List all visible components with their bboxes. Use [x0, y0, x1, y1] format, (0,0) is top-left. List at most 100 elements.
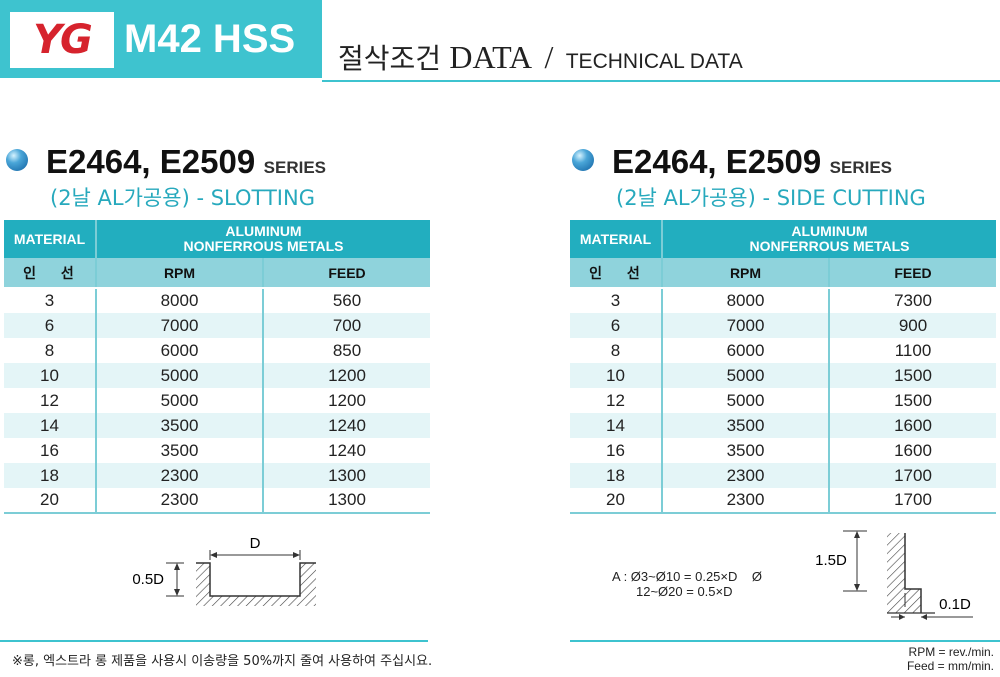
feed-cell: 1240 [262, 413, 430, 438]
diameter-cell: 6 [570, 313, 662, 338]
rpm-cell: 5000 [661, 363, 829, 388]
feed-cell: 700 [262, 313, 430, 338]
diameter-cell: 8 [610, 340, 621, 360]
bullet-ball-icon [6, 149, 28, 171]
material-group-header: ALUMINUM NONFERROUS METALS [661, 220, 996, 258]
diameter-cell: 18 [4, 463, 96, 488]
unit-feed: Feed = mm/min. [906, 659, 994, 673]
rpm-cell: 8000 [95, 288, 263, 313]
table-row: 3 8000 7300 [570, 288, 996, 313]
side-cutting-table: MATERIAL ALUMINUM NONFERROUS METALS 인 선 … [570, 220, 996, 514]
feed-cell: 560 [262, 288, 430, 313]
feed-header: FEED [262, 258, 430, 289]
feed-cell: 1700 [828, 488, 996, 514]
unit-legend: RPM = rev./min. Feed = mm/min. [907, 645, 994, 673]
group-line1: ALUMINUM [225, 223, 302, 239]
formula-line1: A : Ø3~Ø10 = 0.25×D [612, 569, 738, 584]
diameter-ko-header: 인 선 [570, 258, 662, 289]
feed-cell: 1300 [262, 463, 430, 488]
slotting-table: MATERIAL ALUMINUM NONFERROUS METALS 인 선 … [4, 220, 430, 514]
diameter-cell: 8 [44, 340, 55, 360]
table-row: 14 3500 1600 [570, 413, 996, 438]
header-banner: YG M42 HSS [0, 0, 322, 78]
yg-logo-text: YG [33, 17, 93, 63]
diameter-cell: 10 [570, 363, 662, 388]
diameter-cell: 3 [610, 291, 621, 310]
feed-cell: 1240 [262, 438, 430, 463]
table-row: 10 5000 1200 [4, 363, 430, 388]
feed-cell: 1200 [262, 363, 430, 388]
table-row: 8 6000 850 [4, 338, 430, 363]
feed-cell: 1100 [828, 338, 996, 363]
footer-note: ※롱, 엑스트라 롱 제품을 사용시 이송량을 50%까지 줄여 사용하여 주십… [12, 654, 433, 669]
diameter-cell: 20 [570, 488, 662, 514]
slot-depth-label: 0.5D [132, 571, 164, 588]
feed-cell: 7300 [828, 288, 996, 313]
page-title: M42 HSS [124, 17, 296, 61]
rpm-cell: 2300 [661, 488, 829, 514]
diameter-cell: 16 [606, 440, 625, 460]
rpm-cell: 7000 [95, 313, 263, 338]
slotting-diagram: D 0.5D [132, 535, 316, 606]
feed-cell: 1600 [828, 438, 996, 463]
diameter-cell: 10 [4, 363, 96, 388]
feed-cell: 900 [828, 313, 996, 338]
feed-cell: 1200 [262, 388, 430, 413]
diameter-cell: 12 [40, 390, 59, 410]
group-line2: NONFERROUS METALS [183, 238, 344, 254]
subtitle-korean: 절삭조건 [338, 42, 442, 75]
table-row: 10 5000 1500 [570, 363, 996, 388]
page-subtitle: 절삭조건 DATA / TECHNICAL DATA [338, 40, 743, 79]
diameter-ko-header: 인 선 [4, 258, 96, 289]
rpm-cell: 3500 [661, 438, 829, 463]
table-row: 3 8000 560 [4, 288, 430, 313]
feed-cell: 1500 [828, 388, 996, 413]
diameter-cell: 6 [4, 313, 96, 338]
series-name: E2464, E2509 [46, 143, 256, 180]
rpm-header: RPM [661, 258, 829, 289]
rpm-cell: 8000 [661, 288, 829, 313]
rpm-cell: 2300 [95, 488, 263, 514]
rpm-header: RPM [95, 258, 263, 289]
header-divider [322, 80, 1000, 82]
table-row: 8 6000 1100 [570, 338, 996, 363]
table-row: 18 2300 1700 [570, 463, 996, 488]
feed-cell: 1600 [828, 413, 996, 438]
series-suffix: SERIES [829, 158, 892, 177]
table-row: 20 2300 1300 [4, 488, 430, 514]
diameter-cell: 14 [570, 413, 662, 438]
yg-logo: YG [10, 12, 114, 68]
unit-rpm: RPM = rev./min. [908, 645, 994, 659]
bullet-ball-icon [572, 149, 594, 171]
diameter-cell: 3 [44, 291, 55, 310]
group-line1: ALUMINUM [791, 223, 868, 239]
rpm-cell: 6000 [95, 338, 263, 363]
rpm-cell: 7000 [661, 313, 829, 338]
rpm-cell: 3500 [95, 413, 263, 438]
table-row: 16 3500 1240 [4, 438, 430, 463]
table-row: 6 7000 900 [570, 313, 996, 338]
rpm-cell: 3500 [661, 413, 829, 438]
feed-cell: 1500 [828, 363, 996, 388]
rpm-cell: 5000 [661, 388, 829, 413]
material-header: MATERIAL [570, 220, 662, 258]
diameter-cell: 18 [570, 463, 662, 488]
series-title: E2464, E2509 SERIES [46, 142, 326, 189]
axial-depth-formula: A : Ø3~Ø10 = 0.25×D Ø 12~Ø20 = 0.5×D [612, 569, 762, 599]
rpm-cell: 2300 [661, 463, 829, 488]
table-row: 12 5000 1500 [570, 388, 996, 413]
table-row: 16 3500 1600 [570, 438, 996, 463]
table-row: 18 2300 1300 [4, 463, 430, 488]
table-row: 14 3500 1240 [4, 413, 430, 438]
side-cutting-diagram: 1.5D 0.1D [815, 530, 973, 620]
subtitle-technical-data: TECHNICAL DATA [565, 50, 743, 73]
rpm-cell: 3500 [95, 438, 263, 463]
rpm-cell: 5000 [95, 363, 263, 388]
slot-width-label: D [250, 535, 261, 552]
group-line2: NONFERROUS METALS [749, 238, 910, 254]
axial-depth-label: 1.5D [815, 552, 847, 569]
footer-divider-right [570, 640, 1000, 642]
table-row: 20 2300 1700 [570, 488, 996, 514]
material-group-header: ALUMINUM NONFERROUS METALS [95, 220, 430, 258]
series-name: E2464, E2509 [612, 143, 822, 180]
